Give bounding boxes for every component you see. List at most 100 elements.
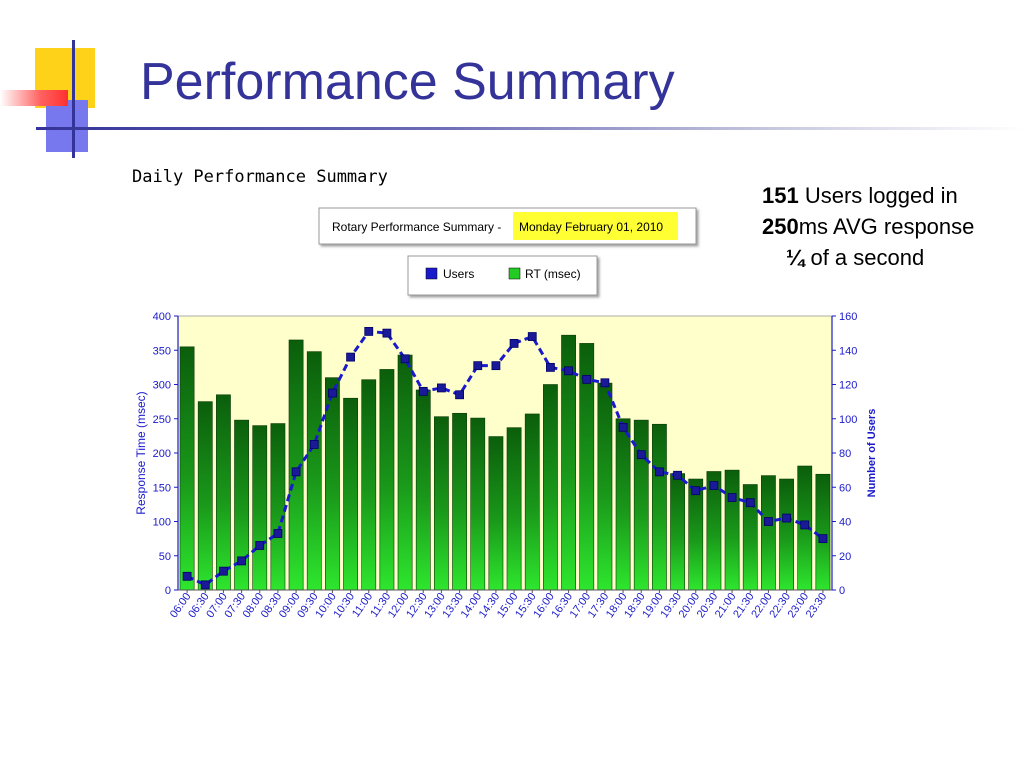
users-point — [200, 580, 210, 590]
users-point — [237, 556, 246, 566]
y-tick-label: 350 — [153, 345, 171, 357]
avg-response-value: 250 — [762, 214, 799, 239]
users-point — [273, 529, 283, 538]
rt-bar — [470, 417, 486, 591]
users-point — [309, 440, 319, 449]
users-point — [255, 541, 265, 550]
rt-bar — [452, 412, 467, 591]
fraction-value: ¼ — [786, 245, 805, 270]
legend-users-swatch — [425, 267, 438, 280]
users-point — [328, 388, 337, 398]
chart-title: Rotary Performance Summary - — [332, 220, 501, 234]
fraction-label: of a second — [804, 245, 925, 270]
users-point — [219, 566, 228, 576]
users-point — [364, 327, 374, 336]
legend-rt-swatch — [508, 267, 521, 280]
rt-bars — [179, 334, 831, 591]
stats-panel: 151 Users logged in 250ms AVG response ¼… — [762, 180, 974, 273]
legend-users-label: Users — [443, 267, 474, 281]
users-point — [346, 352, 355, 362]
stats-fraction-row: ¼ of a second — [762, 242, 974, 273]
users-point — [546, 362, 555, 372]
chart-date-highlight — [513, 212, 678, 240]
y2-tick-label: 60 — [839, 482, 851, 494]
users-point — [600, 378, 610, 388]
rt-bar — [488, 436, 504, 591]
slide-title: Performance Summary — [140, 53, 675, 111]
y2-tick-label: 100 — [839, 414, 857, 426]
rt-bar — [415, 389, 431, 591]
y-tick-label: 250 — [153, 414, 171, 426]
users-line — [182, 327, 828, 590]
stats-users-row: 151 Users logged in — [762, 180, 974, 211]
legend-rt-label: RT (msec) — [525, 267, 581, 281]
users-point — [527, 332, 537, 341]
rt-bar — [343, 397, 358, 591]
rt-bar — [597, 382, 613, 591]
y-tick-label: 0 — [165, 585, 171, 597]
rt-bar — [670, 473, 685, 591]
corner-decoration — [0, 0, 160, 160]
y2-tick-label: 140 — [839, 345, 857, 357]
chart-legend — [407, 255, 598, 296]
users-point — [782, 513, 791, 523]
users-point — [764, 517, 773, 526]
users-point — [800, 520, 810, 530]
rt-bar — [216, 394, 231, 591]
rt-bar — [724, 469, 740, 591]
chart-heading: Daily Performance Summary — [132, 167, 388, 187]
stats-response-row: 250ms AVG response — [762, 211, 974, 242]
rt-bar — [179, 346, 195, 591]
rt-bar — [361, 379, 377, 591]
users-point — [382, 328, 392, 338]
y-tick-label: 50 — [159, 551, 171, 563]
plot-area — [177, 315, 833, 591]
chart-date: Monday February 01, 2010 — [519, 220, 663, 234]
y2-tick-label: 40 — [839, 517, 851, 529]
avg-response-label: ms AVG response — [798, 214, 975, 239]
rt-bar — [779, 478, 794, 591]
users-point — [509, 338, 519, 348]
vertical-line — [72, 40, 75, 158]
y2-tick-label: 160 — [839, 311, 857, 323]
rt-bar — [815, 473, 831, 591]
y2-tick-label: 20 — [839, 551, 851, 563]
rt-bar — [506, 427, 522, 591]
users-point — [655, 467, 664, 477]
rt-bar — [688, 478, 704, 591]
rt-bar — [652, 423, 667, 591]
users-point — [437, 383, 446, 393]
users-point — [618, 422, 628, 432]
users-point — [564, 366, 573, 376]
y2-tick-label: 0 — [839, 585, 845, 597]
y2-tick-label: 80 — [839, 448, 851, 460]
users-point — [455, 390, 464, 400]
y-tick-label: 200 — [153, 448, 171, 460]
users-point — [745, 498, 755, 508]
users-point — [418, 386, 428, 396]
rt-bar — [761, 475, 776, 591]
users-point — [709, 481, 719, 490]
rt-bar — [434, 416, 449, 591]
y-tick-label: 300 — [153, 380, 171, 392]
y-tick-label: 150 — [153, 482, 171, 494]
rt-bar — [270, 423, 286, 591]
rt-bar — [543, 384, 558, 591]
rt-bar — [397, 354, 413, 591]
rt-bar — [197, 401, 213, 591]
y2-tick-label: 120 — [839, 380, 857, 392]
rt-bar — [379, 369, 395, 591]
blue-square — [46, 100, 88, 152]
users-point — [582, 374, 592, 384]
users-point — [291, 467, 301, 477]
users-point — [636, 450, 646, 460]
rt-bar — [306, 351, 322, 591]
users-point — [673, 470, 682, 480]
users-point — [182, 571, 192, 581]
rt-bar — [615, 418, 631, 591]
users-point — [491, 361, 501, 371]
users-point — [691, 486, 701, 496]
users-point — [473, 361, 483, 371]
title-underline — [36, 127, 1024, 130]
